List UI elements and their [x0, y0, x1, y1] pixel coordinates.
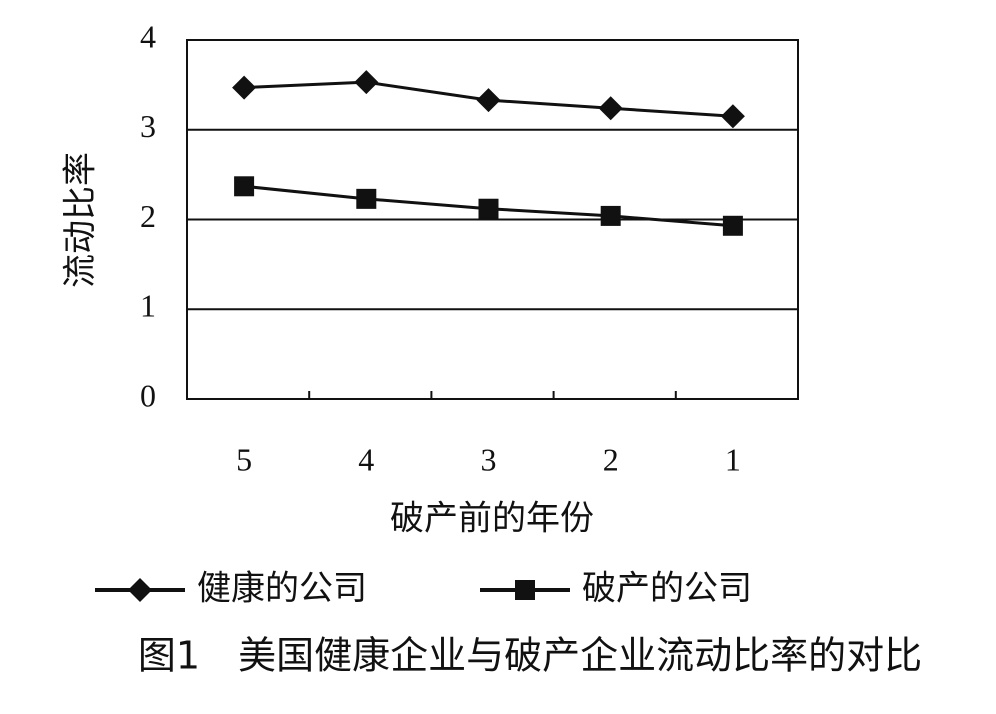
- marker: [356, 188, 377, 209]
- chart-title: 图1 美国健康企业与破产企业流动比率的对比: [138, 634, 922, 678]
- marker: [598, 96, 623, 121]
- y-tick-label: 2: [140, 198, 156, 234]
- legend-label: 健康的公司: [197, 569, 367, 609]
- y-tick-label: 3: [140, 108, 156, 144]
- marker: [128, 578, 152, 602]
- plot-frame: [186, 39, 799, 400]
- marker: [722, 215, 743, 236]
- x-axis-label: 破产前的年份: [390, 499, 594, 539]
- x-tick-label: 5: [236, 441, 252, 477]
- marker: [234, 176, 255, 197]
- y-tick-label: 4: [140, 18, 156, 54]
- marker: [720, 104, 745, 129]
- marker: [478, 198, 499, 219]
- marker: [232, 75, 257, 100]
- marker: [476, 88, 501, 113]
- marker: [600, 205, 621, 226]
- y-tick-label: 0: [140, 377, 156, 413]
- x-tick-label: 2: [603, 441, 619, 477]
- marker: [515, 580, 535, 600]
- x-tick-label: 4: [358, 441, 374, 477]
- legend-label: 破产的公司: [582, 569, 752, 609]
- y-axis-label: 流动比率: [61, 152, 101, 288]
- y-tick-label: 1: [140, 288, 156, 324]
- marker: [354, 70, 379, 95]
- x-tick-label: 3: [481, 441, 497, 477]
- x-tick-label: 1: [725, 441, 741, 477]
